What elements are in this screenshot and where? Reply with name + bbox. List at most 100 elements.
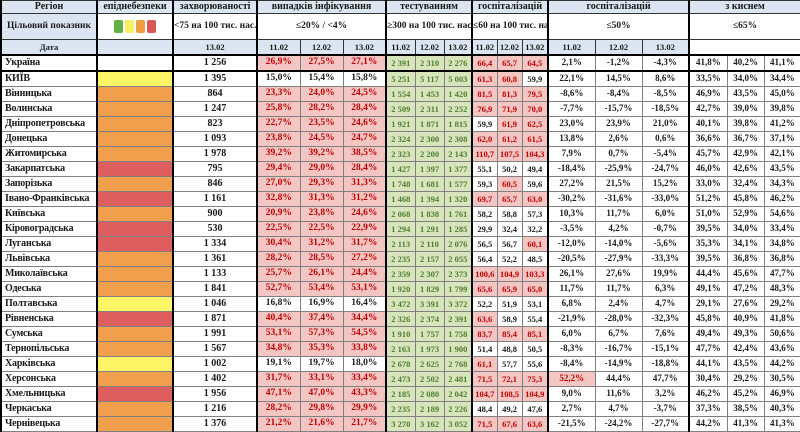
h60-value: 47,6 [521,401,549,417]
incidence-value: 1 046 [172,296,258,312]
inf-value: 29,9% [342,401,387,417]
legend-green-swatch [114,20,123,33]
oxy-value: 49,3% [726,326,765,342]
table-row: Запорізька 846 27,0% 29,3% 31,3% 1 748 1 681 1 … [0,176,800,192]
h50-value: 4,2% [594,221,643,237]
inf-value: 25,8% [256,101,301,117]
test-value: 2 323 [385,146,416,162]
test-value: 2 473 [385,371,416,387]
oxy-value: 45,6% [726,266,765,282]
h50-value: -5,4% [641,146,690,162]
incidence-value: 1 402 [172,371,258,387]
inf-value: 16,8% [256,296,301,312]
inf-value: 24,5% [299,131,344,147]
h60-value: 81,3 [496,86,523,102]
h50-value: 2,4% [594,296,643,312]
oxy-value: 42,9% [726,146,765,162]
table-row: Закарпатська 795 29,4% 29,0% 28,4% 1 427 1 397… [0,161,800,177]
h60-value: 66,4 [471,54,498,72]
h60-value: 65,7 [496,54,523,72]
incidence-value: 1 247 [172,101,258,117]
h60-value: 65,9 [496,281,523,297]
h50-value: -31,6% [594,191,643,207]
test-value: 2 110 [414,236,445,252]
incidence-value: 1 871 [172,311,258,327]
h60-value: 59,9 [471,116,498,132]
h60-value: 50,2 [496,161,523,177]
h60-value: 104,7 [471,386,498,402]
test-value: 1 294 [385,221,416,237]
oxy-value: 54,6% [763,206,800,222]
test-value: 2 502 [414,371,445,387]
table-row: Одеська 1 841 52,7% 53,4% 53,1% 1 920 1 829 1 7… [0,281,800,297]
epid-danger-cell [96,86,174,102]
test-value: 2 373 [443,266,473,282]
inf-value: 28,4% [342,101,387,117]
h60-value: 29,9 [471,221,498,237]
h60-value: 48,5 [521,251,549,267]
oxy-value: 47,7% [688,341,728,357]
h60-value: 61,2 [496,131,523,147]
inf-value: 20,9% [256,206,301,222]
epid-danger-cell [96,221,174,237]
h50-value: -20,5% [547,251,596,267]
epid-danger-cell [96,131,174,147]
oxy-value: 47,2% [726,281,765,297]
date-cell: 11.02 [547,39,596,56]
epid-danger-cell [96,206,174,222]
oxy-value: 46,9% [688,86,728,102]
inf-value: 16,4% [342,296,387,312]
date-cell: 12.02 [594,39,643,56]
oxy-value: 37,3% [688,401,728,417]
h50-value: -27,9% [594,251,643,267]
table-row: Сумська 1 991 53,1% 57,3% 54,5% 1 910 1 757 1 7… [0,326,800,342]
h50-value: -0,7% [641,221,690,237]
test-value: 1 920 [385,281,416,297]
h50-value: -3,5% [547,221,596,237]
header-group-oxygen: з киснем [688,0,800,14]
epid-danger-cell [96,371,174,387]
oxy-value: 45,8% [688,311,728,327]
oxy-value: 36,8% [763,251,800,267]
h60-value: 60,8 [496,70,523,87]
inf-value: 29,0% [299,161,344,177]
h60-value: 52,2 [496,251,523,267]
region-name: Сумська [0,326,98,342]
h50-value: -8,3% [547,341,596,357]
h50-value: 6,0% [547,326,596,342]
h60-value: 61,9 [496,116,523,132]
test-value: 1 285 [443,221,473,237]
oxy-value: 39,5% [688,221,728,237]
h50-value: 10,3% [547,206,596,222]
h60-value: 81,5 [471,86,498,102]
inf-value: 39,2% [256,146,301,162]
oxy-value: 44,1% [688,356,728,372]
h50-value: -14,9% [594,356,643,372]
h60-value: 76,9 [471,101,498,117]
h50-value: 6,8% [547,296,596,312]
header-epid-danger: епіднебезпеки [96,0,174,14]
inf-value: 31,3% [342,176,387,192]
inf-value: 32,8% [256,191,301,207]
oxy-value: 27,6% [726,296,765,312]
h60-value: 71,5 [471,416,498,432]
h60-value: 61,5 [521,131,549,147]
test-value: 3 052 [443,416,473,432]
inf-value: 21,6% [299,416,344,432]
inf-value: 22,7% [256,116,301,132]
h60-value: 56,7 [496,236,523,252]
oxy-value: 40,3% [763,401,800,417]
h60-value: 108,5 [496,386,523,402]
test-value: 2 068 [385,206,416,222]
inf-value: 31,7% [342,236,387,252]
test-value: 3 270 [385,416,416,432]
incidence-value: 846 [172,176,258,192]
test-value: 1 453 [414,86,445,102]
oxy-value: 41,2% [763,116,800,132]
test-value: 2 252 [443,101,473,117]
region-name: Донецька [0,131,98,147]
h50-value: 21,0% [641,116,690,132]
h50-value: -15,1% [641,341,690,357]
h50-value: 11,7% [594,281,643,297]
h50-value: 47,7% [641,371,690,387]
